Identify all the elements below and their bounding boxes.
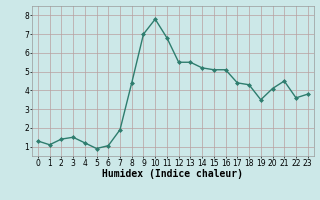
X-axis label: Humidex (Indice chaleur): Humidex (Indice chaleur) bbox=[102, 169, 243, 179]
